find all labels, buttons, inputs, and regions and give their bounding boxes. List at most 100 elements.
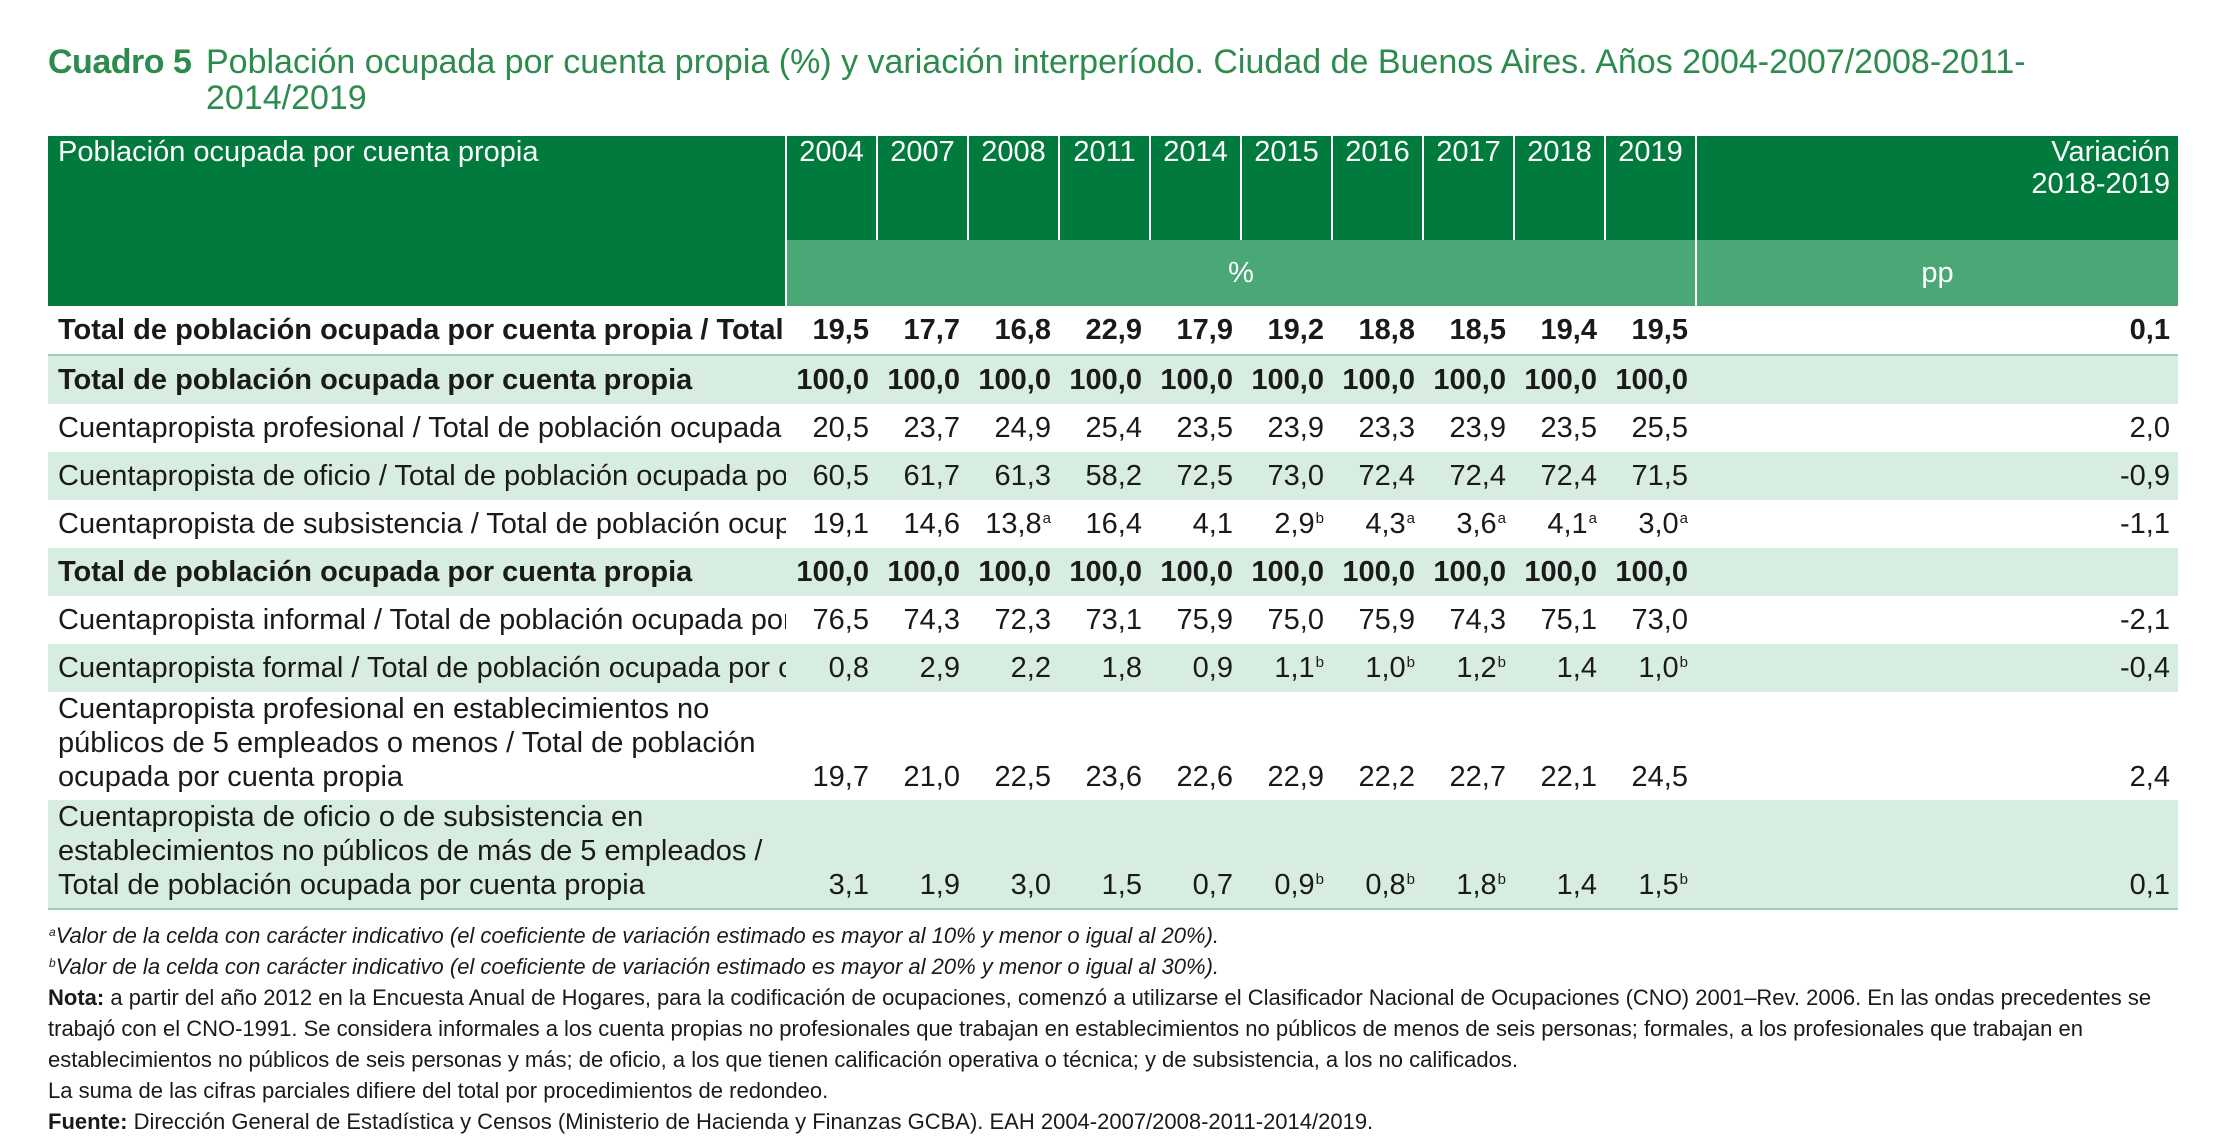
cell-value: 72,4	[1449, 460, 1506, 492]
cell-value: 100,0	[796, 364, 869, 396]
cell-value: 100,0	[1524, 364, 1597, 396]
table-row: Cuentapropista profesional en establecim…	[48, 692, 2178, 800]
source-label: Fuente:	[48, 1109, 128, 1134]
value-cell: 3,6a	[1423, 500, 1514, 548]
variation-cell: -2,1	[2120, 604, 2170, 636]
value-cell: 17,7	[877, 306, 968, 356]
cell-value: 22,9	[1267, 761, 1324, 793]
cell-value: 75,9	[1358, 604, 1415, 636]
year-header: 2015	[1240, 136, 1332, 240]
cell-footnote-mark: b	[1679, 654, 1688, 671]
cell-value: 23,5	[1176, 412, 1233, 444]
value-cell: 22,1	[1514, 692, 1605, 800]
cell-value: 0,8	[828, 652, 869, 684]
value-cell: 61,3	[968, 452, 1059, 500]
table-row: Total de población ocupada por cuenta pr…	[48, 548, 2178, 596]
value-cell: 1,8	[1059, 644, 1150, 692]
value-cell: 100,0	[1150, 548, 1241, 596]
row-label: Cuentapropista de oficio / Total de pobl…	[48, 452, 786, 500]
value-cell: 75,9	[1150, 596, 1241, 644]
year-header: 2018	[1513, 136, 1605, 240]
cell-value: 100,0	[978, 364, 1051, 396]
table-row: Cuentapropista formal / Total de poblaci…	[48, 644, 2178, 692]
value-cell: 73,0	[1241, 452, 1332, 500]
cell-value: 16,4	[1085, 508, 1142, 540]
value-cell: 19,4	[1514, 306, 1605, 356]
notes: a Valor de la celda con carácter indicati…	[48, 920, 2178, 1137]
cell-value: 13,8	[985, 508, 1042, 540]
footnote-a: aValor de la celda con carácter indicati…	[48, 920, 2178, 951]
units-row: % pp	[48, 240, 2178, 306]
table-row: Total de población ocupada por cuenta pr…	[48, 306, 2178, 356]
cell-value: 22,6	[1176, 761, 1233, 793]
cell-value: 100,0	[1251, 556, 1324, 588]
value-cell: 1,4	[1514, 644, 1605, 692]
value-cell: 100,0	[1423, 548, 1514, 596]
cell-value: 1,8	[1456, 869, 1497, 901]
cell-value: 17,7	[903, 314, 960, 346]
variation-cell	[1696, 548, 2178, 596]
cell-value: 72,4	[1358, 460, 1415, 492]
cell-value: 1,4	[1556, 869, 1597, 901]
cell-value: 1,8	[1101, 652, 1142, 684]
value-cell: 75,1	[1514, 596, 1605, 644]
cell-value: 3,0	[1638, 508, 1679, 540]
value-cell: 23,6	[1059, 692, 1150, 800]
footnote-mark: b	[49, 956, 56, 970]
value-cell: 17,9	[1150, 306, 1241, 356]
variation-cell: 0,1	[1696, 306, 2178, 356]
value-cell: 16,4	[1059, 500, 1150, 548]
value-cell: 1,5b	[1605, 800, 1696, 910]
variation-header-line: Variación	[2051, 136, 2170, 168]
value-cell: 18,8	[1332, 306, 1423, 356]
cell-value: 75,1	[1540, 604, 1597, 636]
value-cell: 1,4	[1514, 800, 1605, 910]
cell-footnote-mark: a	[1679, 510, 1688, 527]
value-cell: 23,9	[1241, 404, 1332, 452]
cell-value: 58,2	[1085, 460, 1142, 492]
table-row: Cuentapropista de subsistencia / Total d…	[48, 500, 2178, 548]
pp-unit: pp	[1695, 240, 2178, 306]
footnote-mark: a	[49, 925, 56, 939]
year-header: 2016	[1331, 136, 1423, 240]
year-header: 2007	[876, 136, 968, 240]
table-caption: Población ocupada por cuenta propia (%) …	[206, 43, 2026, 117]
value-cell: 1,8b	[1423, 800, 1514, 910]
cell-value: 0,9	[1274, 869, 1315, 901]
cell-value: 72,4	[1540, 460, 1597, 492]
value-cell: 23,3	[1332, 404, 1423, 452]
cell-value: 23,3	[1358, 412, 1415, 444]
value-cell: 23,9	[1423, 404, 1514, 452]
cell-footnote-mark: b	[1406, 654, 1415, 671]
cell-value: 4,3	[1365, 508, 1406, 540]
footnote-text: Valor de la celda con carácter indicativ…	[55, 954, 1220, 979]
value-cell: 23,5	[1514, 404, 1605, 452]
variation-cell: 2,0	[2129, 412, 2170, 444]
value-cell: 100,0	[1059, 548, 1150, 596]
row-label: Cuentapropista formal / Total de poblaci…	[48, 644, 786, 692]
cell-value: 74,3	[1449, 604, 1506, 636]
value-cell: 4,1a	[1514, 500, 1605, 548]
cell-value: 61,3	[994, 460, 1051, 492]
cell-value: 19,4	[1540, 314, 1597, 346]
value-cell: 0,9b	[1241, 800, 1332, 910]
value-cell: 18,5	[1423, 306, 1514, 356]
nota-text: a partir del año 2012 en la Encuesta Anu…	[48, 985, 2152, 1072]
table-body: Total de población ocupada por cuenta pr…	[48, 306, 2178, 910]
value-cell: 0,8b	[1332, 800, 1423, 910]
variation-header: Variación 2018-2019	[1695, 136, 2178, 240]
value-cell: 74,3	[877, 596, 968, 644]
cell-value: 22,7	[1449, 761, 1506, 793]
value-cell: 100,0	[1059, 355, 1150, 404]
cell-value: 23,9	[1267, 412, 1324, 444]
cell-value: 21,0	[903, 761, 960, 793]
nota-label: Nota:	[48, 985, 105, 1010]
value-cell: 13,8a	[968, 500, 1059, 548]
value-cell: 19,1	[786, 500, 877, 548]
cell-value: 19,7	[812, 761, 869, 793]
cell-value: 0,9	[1192, 652, 1233, 684]
value-cell: 19,5	[786, 306, 877, 356]
value-cell: 100,0	[1241, 355, 1332, 404]
cell-footnote-mark: b	[1315, 654, 1324, 671]
value-cell: 19,2	[1241, 306, 1332, 356]
